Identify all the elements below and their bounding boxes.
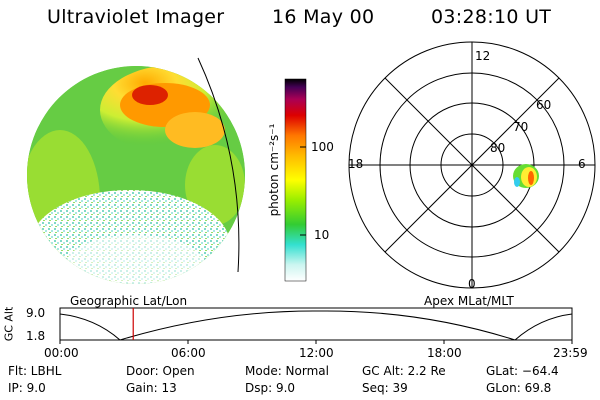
- uv-image-disc: [27, 66, 245, 284]
- polar-mlt-6: 6: [578, 157, 586, 171]
- polar-mlt-0: 0: [468, 277, 476, 291]
- time-tick-0600: 06:00: [171, 346, 206, 360]
- info-mode: Mode: Normal: [245, 364, 329, 378]
- polar-lat-70: 70: [513, 120, 529, 134]
- orbit-altitude-curve: [59, 310, 573, 341]
- info-gain: Gain: 13: [126, 381, 177, 395]
- info-gc-alt: GC Alt: 2.2 Re: [362, 364, 446, 378]
- time-tick-1800: 18:00: [427, 346, 462, 360]
- orbit-ytick-bottom: 1.8: [26, 329, 46, 343]
- info-glat: GLat: −64.4: [486, 364, 559, 378]
- orbit-ytick-top: 9.0: [26, 306, 46, 320]
- orbit-left-caption: Geographic Lat/Lon: [70, 294, 188, 308]
- polar-mlt-18: 18: [348, 157, 364, 171]
- time-label: 03:28:10 UT: [431, 6, 552, 28]
- info-flt: Flt: LBHL: [8, 364, 62, 378]
- colorbar: [284, 78, 307, 282]
- colorbar-tick-label-100: 100: [311, 140, 334, 154]
- info-door: Door: Open: [126, 364, 195, 378]
- polar-aurora-spot: [513, 164, 539, 188]
- terminator-line: [197, 57, 240, 273]
- info-dsp: Dsp: 9.0: [245, 381, 296, 395]
- instrument-title: Ultraviolet Imager: [47, 6, 225, 28]
- polar-mlt-12: 12: [475, 49, 491, 63]
- info-ip: IP: 9.0: [8, 381, 46, 395]
- polar-lat-80: 80: [490, 141, 506, 155]
- info-glon: GLon: 69.8: [486, 381, 552, 395]
- time-tick-1200: 12:00: [299, 346, 334, 360]
- time-tick-0000: 00:00: [44, 346, 79, 360]
- info-seq: Seq: 39: [362, 381, 408, 395]
- date-label: 16 May 00: [272, 6, 375, 28]
- colorbar-unit-label: photon cm⁻²s⁻¹: [267, 123, 281, 217]
- orbit-time-ticks: [59, 340, 573, 344]
- colorbar-tick-label-10: 10: [314, 228, 330, 242]
- polar-plot: [348, 41, 596, 289]
- polar-lat-60: 60: [536, 98, 552, 112]
- orbit-y-label: GC Alt: [2, 306, 16, 342]
- orbit-right-caption: Apex MLat/MLT: [424, 294, 514, 308]
- time-tick-2359: 23:59: [553, 346, 588, 360]
